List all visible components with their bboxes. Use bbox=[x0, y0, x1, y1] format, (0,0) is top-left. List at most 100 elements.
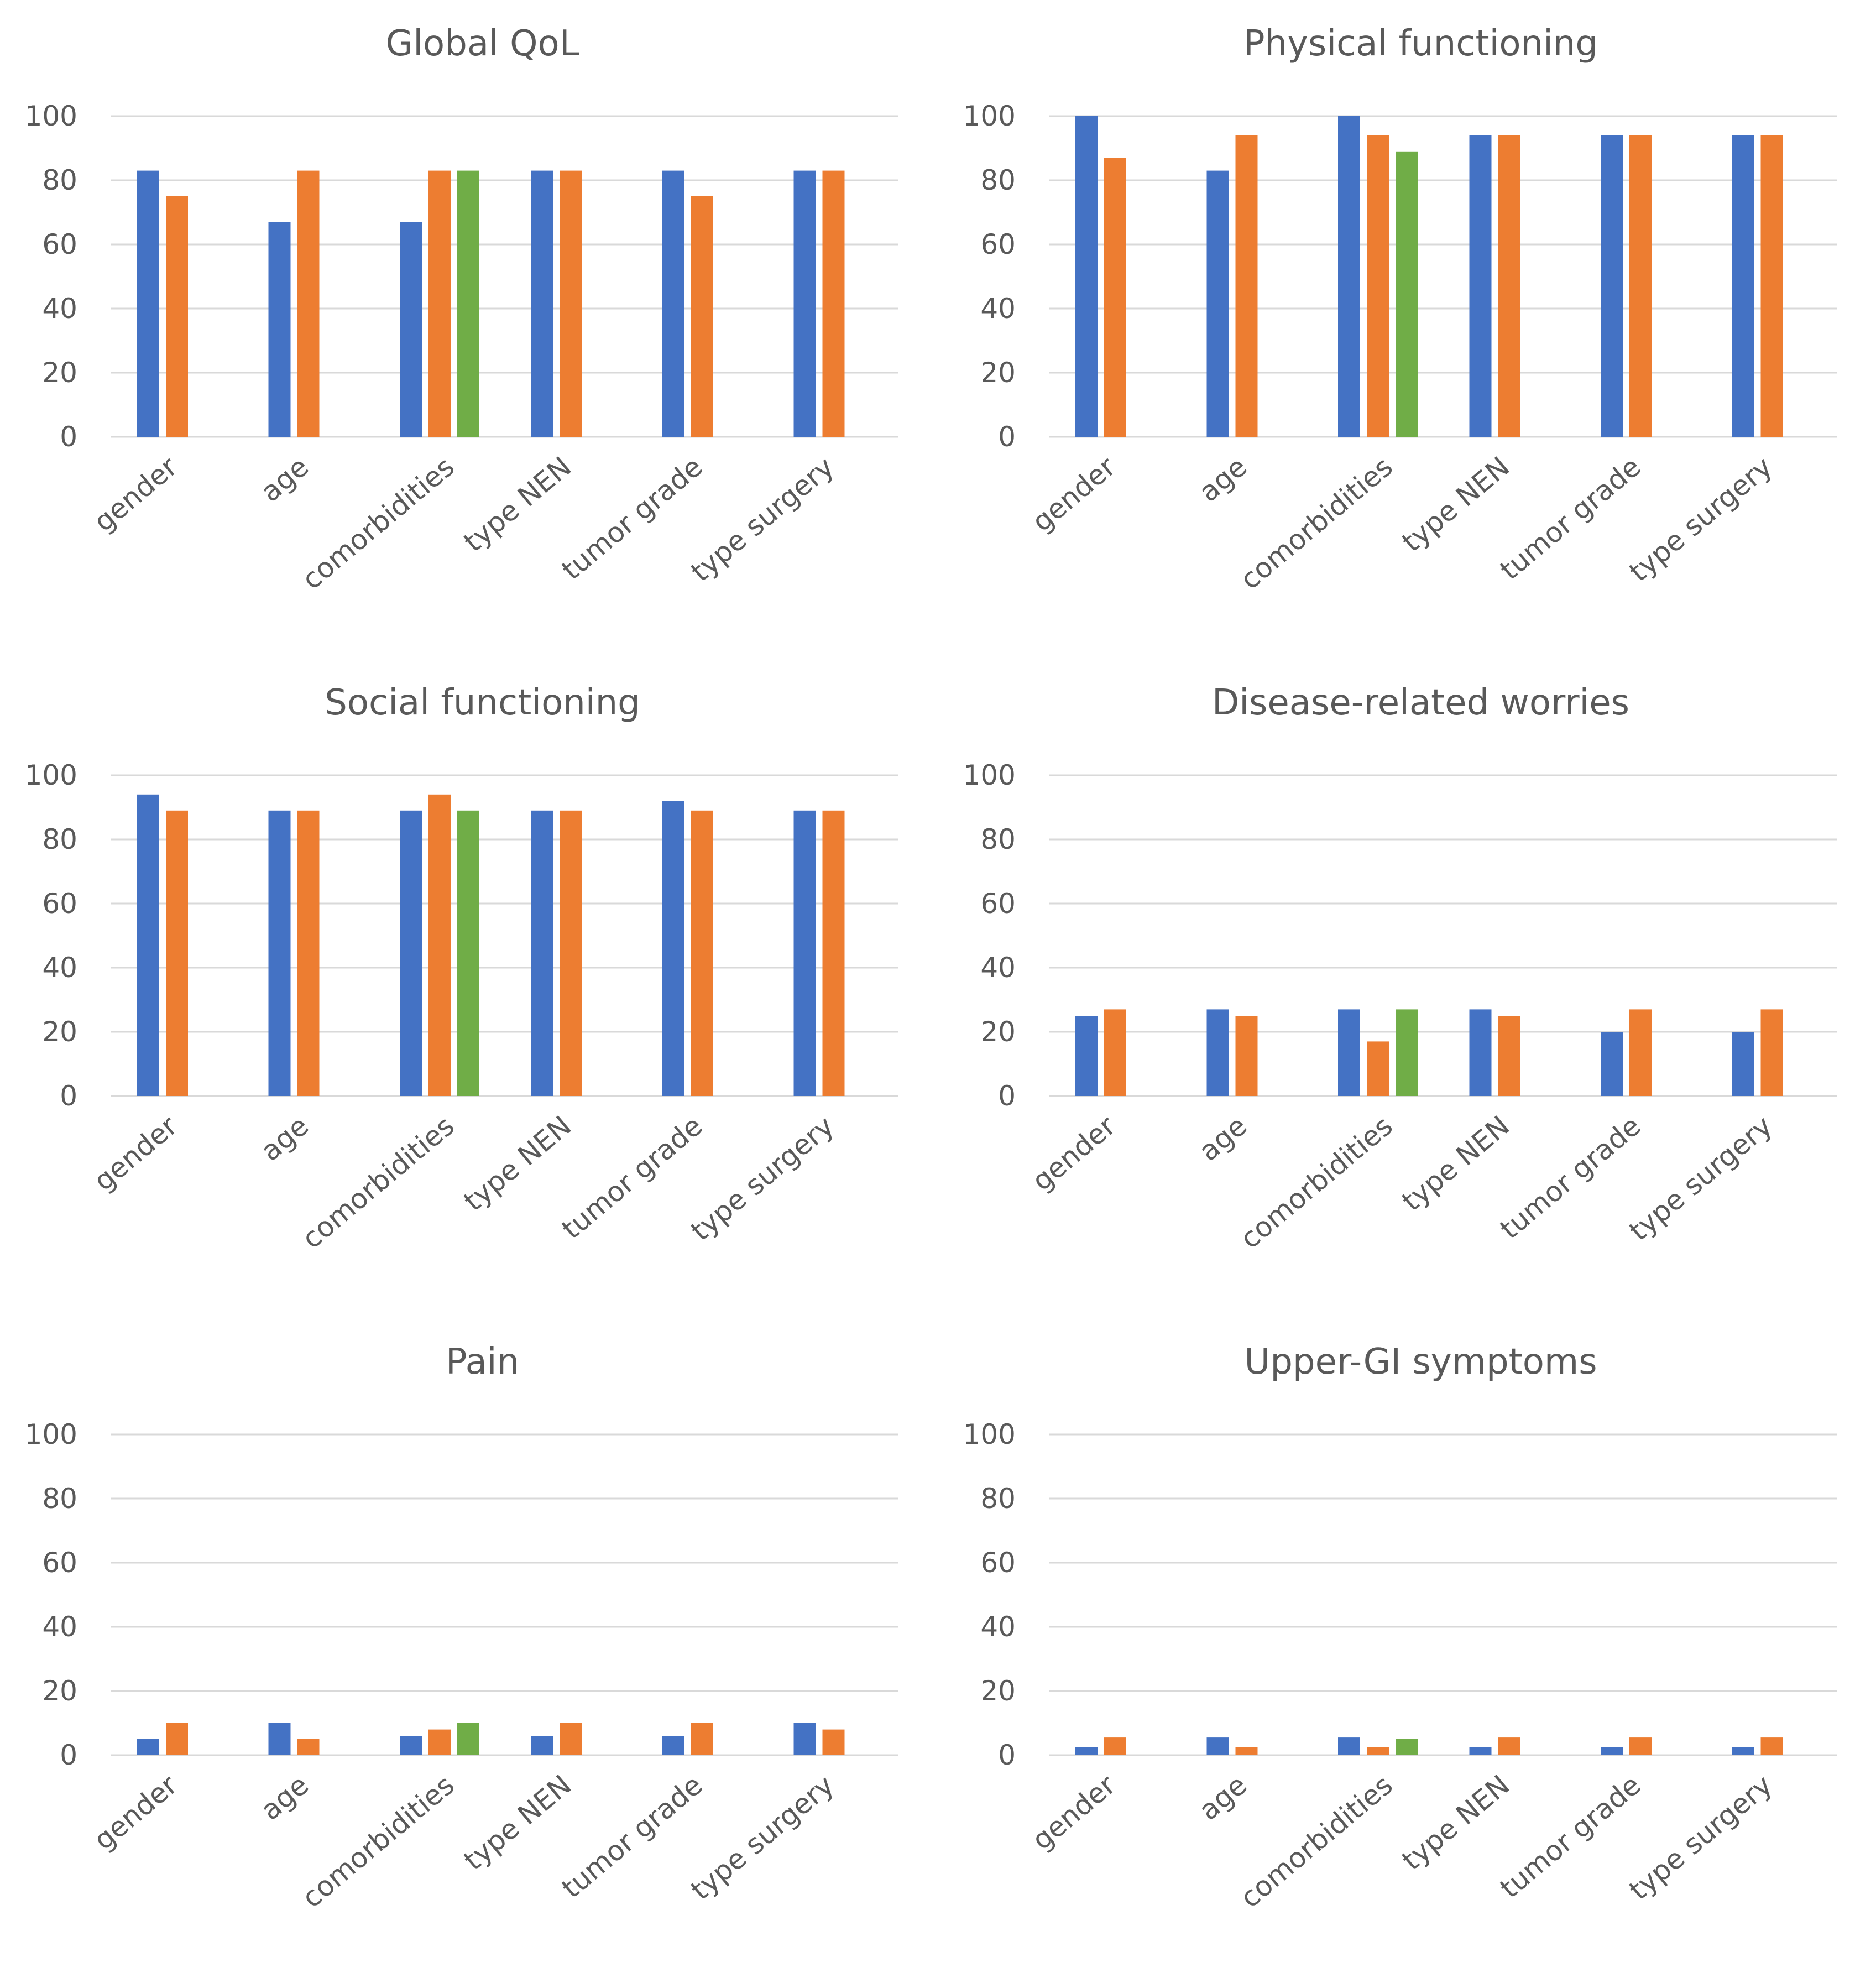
bar-comorbidities-series-2 bbox=[428, 1729, 451, 1755]
bar-tumor-grade-series-2 bbox=[1629, 1009, 1652, 1096]
y-tick-label: 40 bbox=[980, 952, 1016, 984]
bar-comorbidities-series-1 bbox=[400, 810, 422, 1096]
bar-type-nen-series-2 bbox=[1498, 135, 1520, 437]
y-tick-label: 100 bbox=[963, 759, 1016, 791]
bar-comorbidities-series-2 bbox=[428, 170, 451, 437]
y-tick-label: 60 bbox=[42, 1547, 77, 1579]
chart-title: Upper-GI symptoms bbox=[1244, 1342, 1597, 1382]
y-tick-label: 0 bbox=[60, 1739, 77, 1771]
bar-tumor-grade-series-1 bbox=[1601, 1032, 1623, 1096]
bar-gender-series-2 bbox=[166, 810, 188, 1096]
bar-age-series-1 bbox=[1206, 1009, 1229, 1096]
x-category-label: tumor grade bbox=[1494, 451, 1647, 586]
bar-type-surgery-series-2 bbox=[1760, 1737, 1783, 1755]
bar-type-surgery-series-1 bbox=[1732, 1747, 1754, 1755]
bar-gender-series-2 bbox=[1104, 1009, 1126, 1096]
bar-comorbidities-series-2 bbox=[428, 794, 451, 1096]
bar-gender-series-1 bbox=[1075, 1016, 1098, 1096]
x-category-label: age bbox=[1193, 451, 1253, 508]
bar-type-surgery-series-2 bbox=[1760, 135, 1783, 437]
bar-age-series-1 bbox=[268, 810, 291, 1096]
y-tick-label: 0 bbox=[60, 421, 77, 453]
x-category-label: age bbox=[255, 1110, 315, 1167]
y-tick-label: 20 bbox=[42, 1016, 77, 1048]
x-category-label: age bbox=[1193, 1769, 1253, 1826]
y-tick-label: 80 bbox=[980, 164, 1016, 196]
bar-tumor-grade-series-2 bbox=[1629, 135, 1652, 437]
y-tick-label: 80 bbox=[980, 823, 1016, 855]
y-tick-label: 20 bbox=[42, 1675, 77, 1707]
bar-type-surgery-series-2 bbox=[822, 810, 845, 1096]
y-tick-label: 40 bbox=[42, 1611, 77, 1643]
x-category-label: type NEN bbox=[458, 1769, 578, 1877]
x-category-label: gender bbox=[1026, 1768, 1122, 1856]
x-category-label: tumor grade bbox=[1494, 1110, 1647, 1245]
bar-comorbidities-series-2 bbox=[1367, 1041, 1389, 1096]
y-tick-label: 60 bbox=[980, 888, 1016, 920]
x-category-label: type surgery bbox=[1623, 451, 1779, 588]
x-category-label: age bbox=[255, 1769, 315, 1826]
bar-gender-series-2 bbox=[166, 196, 188, 437]
x-category-label: type NEN bbox=[1396, 451, 1516, 559]
y-tick-label: 40 bbox=[42, 293, 77, 325]
y-tick-label: 40 bbox=[980, 1611, 1016, 1643]
y-tick-label: 100 bbox=[25, 100, 77, 132]
x-category-label: tumor grade bbox=[556, 451, 709, 586]
bar-age-series-2 bbox=[1235, 135, 1258, 437]
bar-comorbidities-series-3 bbox=[1396, 1739, 1418, 1755]
chart-social-functioning: Social functioning 0 20 40 60 80 100 gender agec… bbox=[25, 682, 898, 1255]
chart-title: Social functioning bbox=[325, 682, 640, 723]
bar-comorbidities-series-1 bbox=[1338, 116, 1360, 437]
x-category-label: gender bbox=[88, 450, 184, 538]
bar-type-surgery-series-2 bbox=[1760, 1009, 1783, 1096]
bar-type-nen-series-2 bbox=[1498, 1737, 1520, 1755]
chart-title: Pain bbox=[446, 1342, 519, 1382]
x-category-label: comorbidities bbox=[296, 1769, 460, 1914]
bar-gender-series-1 bbox=[137, 1739, 159, 1755]
y-tick-label: 60 bbox=[980, 1547, 1016, 1579]
bar-gender-series-1 bbox=[137, 794, 159, 1096]
chart-disease-related-worries: Disease-related worries 0 20 40 60 80 100 gende… bbox=[963, 682, 1837, 1255]
bar-type-surgery-series-1 bbox=[1732, 1032, 1754, 1096]
bar-comorbidities-series-1 bbox=[1338, 1737, 1360, 1755]
bar-type-surgery-series-1 bbox=[793, 1723, 816, 1755]
x-category-label: type surgery bbox=[685, 451, 840, 588]
bar-gender-series-1 bbox=[1075, 116, 1098, 437]
x-category-label: gender bbox=[88, 1109, 184, 1197]
y-tick-label: 40 bbox=[980, 293, 1016, 325]
x-category-label: type surgery bbox=[1623, 1769, 1779, 1907]
bar-age-series-2 bbox=[1235, 1016, 1258, 1096]
bar-comorbidities-series-2 bbox=[1367, 135, 1389, 437]
x-category-label: tumor grade bbox=[556, 1110, 709, 1245]
bar-type-surgery-series-1 bbox=[793, 170, 816, 437]
bar-comorbidities-series-1 bbox=[1338, 1009, 1360, 1096]
bar-age-series-2 bbox=[1235, 1747, 1258, 1755]
y-tick-label: 20 bbox=[42, 357, 77, 389]
x-category-label: type surgery bbox=[685, 1769, 840, 1907]
bar-comorbidities-series-2 bbox=[1367, 1747, 1389, 1755]
x-category-label: comorbidities bbox=[296, 1110, 460, 1255]
bar-tumor-grade-series-2 bbox=[691, 1723, 713, 1755]
bar-gender-series-2 bbox=[166, 1723, 188, 1755]
bar-age-series-1 bbox=[268, 1723, 291, 1755]
x-category-label: gender bbox=[1026, 450, 1122, 538]
y-tick-label: 0 bbox=[998, 421, 1016, 453]
bar-type-nen-series-2 bbox=[560, 810, 582, 1096]
x-category-label: gender bbox=[88, 1768, 184, 1856]
bar-type-nen-series-2 bbox=[1498, 1016, 1520, 1096]
y-tick-label: 100 bbox=[25, 1418, 77, 1450]
chart-title: Global QoL bbox=[386, 23, 579, 64]
y-tick-label: 0 bbox=[998, 1739, 1016, 1771]
chart-title: Disease-related worries bbox=[1212, 682, 1629, 723]
y-tick-label: 0 bbox=[60, 1080, 77, 1112]
bar-type-nen-series-1 bbox=[531, 170, 553, 437]
x-category-label: comorbidities bbox=[1234, 1769, 1398, 1914]
chart-physical-functioning: Physical functioning 0 20 40 60 80 100 gender ag… bbox=[963, 23, 1837, 596]
bar-type-surgery-series-2 bbox=[822, 1729, 845, 1755]
x-category-label: tumor grade bbox=[556, 1769, 709, 1904]
x-category-label: age bbox=[1193, 1110, 1253, 1167]
y-tick-label: 60 bbox=[42, 228, 77, 260]
y-tick-label: 20 bbox=[980, 357, 1016, 389]
